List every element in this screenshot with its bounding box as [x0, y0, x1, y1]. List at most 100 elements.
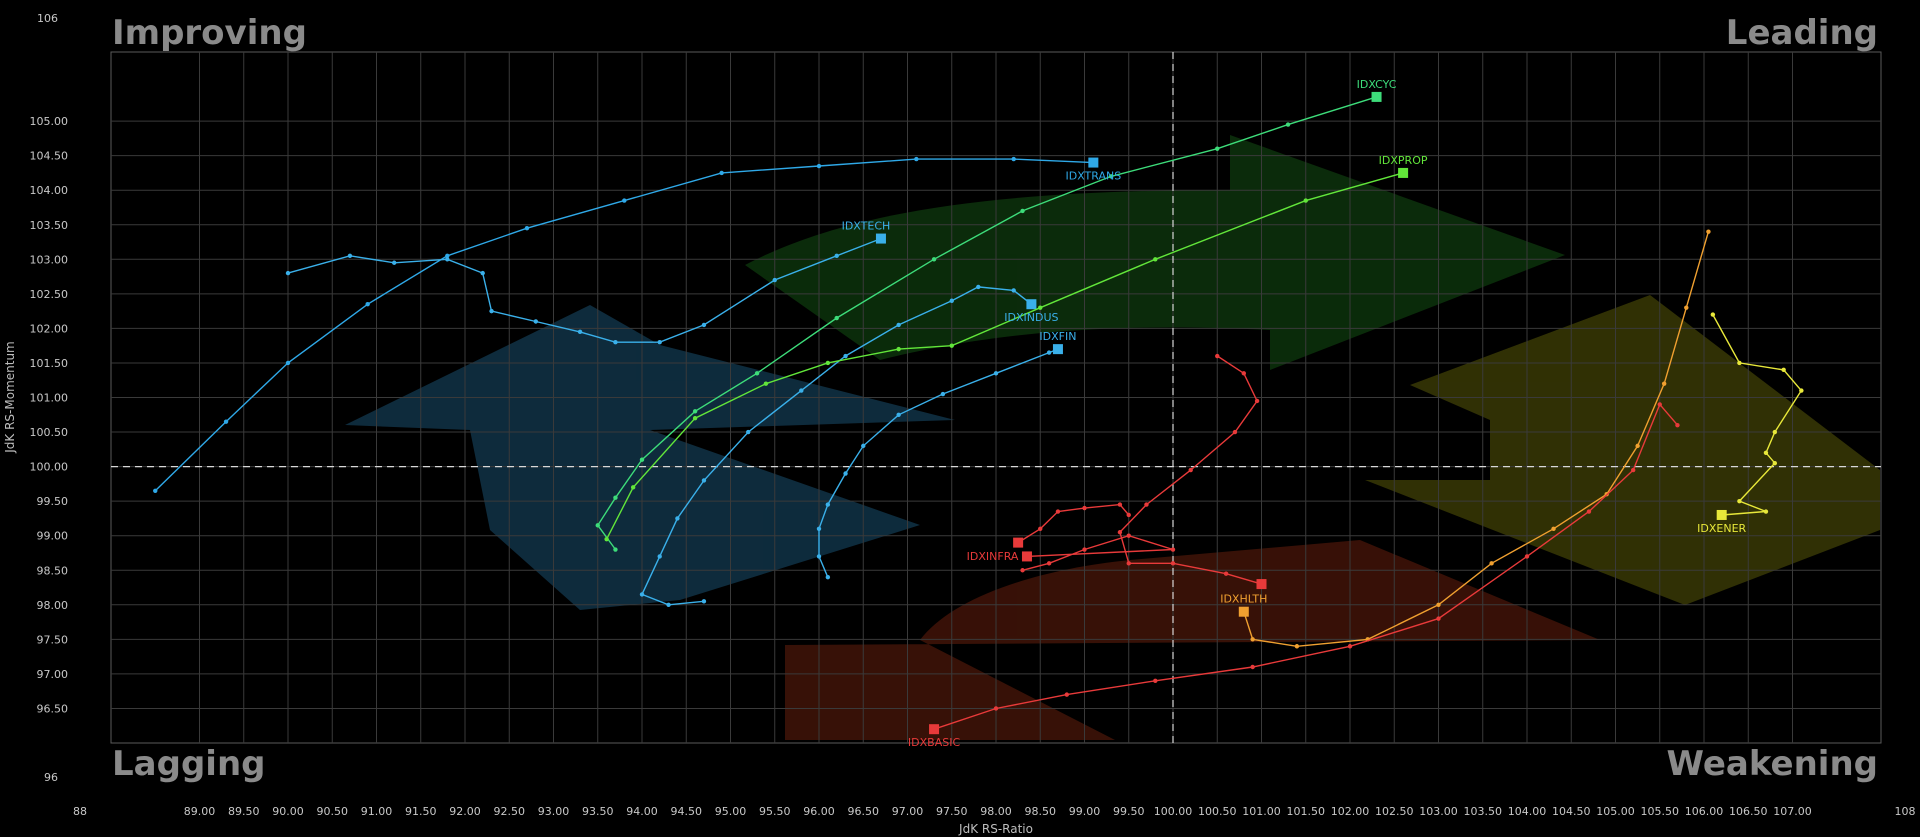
series-head-marker[interactable]	[929, 724, 940, 735]
series-point	[613, 495, 618, 500]
series-idxinfra	[1020, 533, 1176, 573]
x-tick-label: 97.50	[936, 805, 968, 818]
series-head-marker[interactable]	[1371, 91, 1382, 102]
series-point	[896, 346, 901, 352]
y-axis-title: JdK RS-Momentum	[3, 341, 17, 454]
series-point	[1046, 561, 1052, 566]
series-point	[1657, 402, 1662, 407]
series-point	[285, 270, 291, 276]
x-tick-label: 93.00	[538, 805, 570, 818]
series-point	[639, 592, 645, 597]
series-point	[1064, 692, 1070, 697]
series-idxfin	[816, 344, 1063, 580]
series-point	[1661, 381, 1667, 386]
series-point	[1020, 208, 1025, 214]
x-tick-label: 89.00	[184, 805, 216, 818]
series-point	[1232, 429, 1238, 435]
series-point	[825, 360, 831, 366]
series-head-marker[interactable]	[1238, 606, 1249, 617]
x-tick-label: 105.50	[1641, 805, 1680, 818]
series-point	[834, 315, 839, 321]
series-point	[896, 322, 901, 328]
series-head-marker[interactable]	[1026, 299, 1037, 310]
series-label: IDXTRANS	[1065, 170, 1121, 183]
x-tick-label: 104.00	[1508, 805, 1547, 818]
y-tick-label: 103.50	[30, 219, 69, 232]
series-point	[772, 277, 777, 283]
series-point	[763, 381, 769, 386]
rotation-arrows	[345, 135, 1880, 740]
center-lines	[111, 52, 1881, 743]
x-tick-label: 97.00	[892, 805, 924, 818]
series-point	[816, 163, 822, 169]
series-head-marker[interactable]	[1716, 509, 1727, 520]
y-tick-label: 101.50	[30, 357, 69, 370]
series-point	[1153, 257, 1158, 262]
series-point	[666, 602, 671, 607]
x-tick-label: 91.50	[405, 805, 437, 818]
series-head-marker[interactable]	[875, 233, 886, 244]
series-point	[445, 253, 450, 259]
series-point	[524, 226, 530, 231]
series-point	[1170, 547, 1176, 552]
series-label: IDXHLTH	[1220, 593, 1267, 606]
series-point	[1082, 547, 1087, 552]
series-head-marker[interactable]	[1021, 551, 1032, 562]
series-point	[604, 536, 609, 542]
series-point	[1294, 644, 1300, 649]
series-idxindus	[639, 284, 1037, 607]
series-point	[1170, 561, 1176, 566]
improving-arrow	[345, 305, 955, 610]
series-point	[701, 599, 707, 604]
x-tick-label: 94.50	[671, 805, 703, 818]
series-point	[1011, 288, 1016, 293]
x-edge-label-min: 88	[73, 805, 87, 818]
quadrant-improving: Improving	[112, 13, 307, 53]
series-line	[1022, 534, 1174, 571]
series-point	[1038, 305, 1043, 310]
series-idxnrgy	[1013, 502, 1131, 548]
x-tick-label: 100.00	[1154, 805, 1193, 818]
series-point	[489, 308, 494, 314]
series-label: IDXINFRA	[967, 550, 1019, 563]
series-point	[799, 388, 804, 393]
series-point	[692, 409, 698, 414]
x-tick-label: 106.50	[1729, 805, 1768, 818]
series-head-marker[interactable]	[1052, 344, 1063, 355]
series-point	[1011, 156, 1016, 162]
series-head-marker[interactable]	[1256, 579, 1267, 590]
series-point	[1772, 460, 1778, 466]
series-point	[1706, 229, 1711, 234]
series-head-marker[interactable]	[1013, 537, 1024, 548]
series-point	[861, 443, 866, 449]
series-point	[940, 391, 946, 397]
series-point	[993, 706, 999, 711]
series-head-marker[interactable]	[1088, 157, 1099, 168]
series-point	[692, 416, 698, 421]
x-tick-label: 90.50	[317, 805, 349, 818]
series-point	[630, 485, 636, 490]
x-tick-label: 99.00	[1069, 805, 1101, 818]
series-line	[287, 237, 882, 343]
series-idxhlth	[1117, 353, 1267, 590]
series-point	[825, 502, 831, 507]
series-point	[577, 329, 583, 335]
quadrant-weakening: Weakening	[1667, 744, 1878, 784]
series-point	[834, 253, 839, 259]
series-point	[1250, 637, 1255, 642]
leading-arrow	[745, 135, 1565, 370]
series-point	[1489, 561, 1494, 566]
x-axis-title: JdK RS-Ratio	[958, 822, 1033, 836]
series-point	[816, 526, 822, 531]
series-head-marker[interactable]	[1398, 167, 1409, 178]
series-point	[285, 360, 291, 366]
series-point	[1675, 422, 1680, 428]
lagging-arrow	[785, 540, 1600, 740]
series-point	[1188, 467, 1193, 473]
y-tick-label: 96.50	[37, 702, 69, 715]
series-point	[746, 429, 751, 435]
series-point	[1772, 429, 1778, 435]
series-idxtrans	[153, 156, 1099, 493]
series-point	[754, 371, 760, 376]
axis-ticks: 89.00 89.50 90.00 90.50 91.00 91.50 92.00 92.50…	[30, 115, 1812, 818]
